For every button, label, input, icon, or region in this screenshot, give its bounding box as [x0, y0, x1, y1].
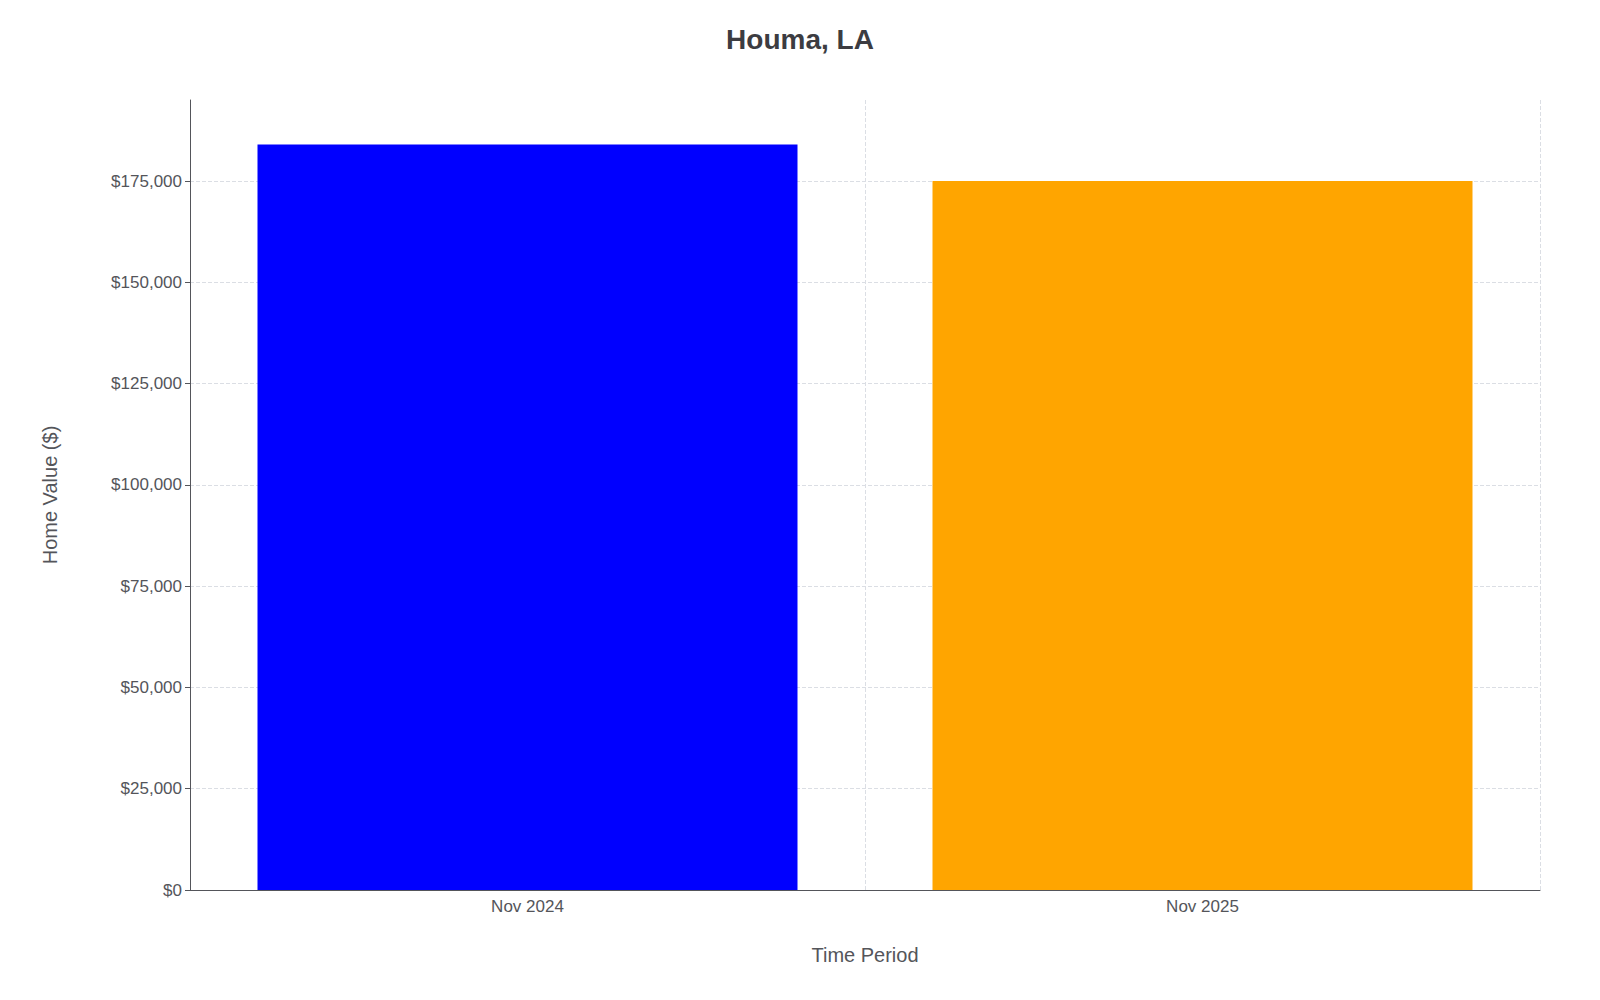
svg-text:$0: $0 — [163, 881, 182, 900]
svg-text:$50,000: $50,000 — [121, 678, 182, 697]
svg-text:$100,000: $100,000 — [111, 475, 182, 494]
svg-text:Nov 2024: Nov 2024 — [491, 897, 564, 916]
svg-text:$75,000: $75,000 — [121, 577, 182, 596]
svg-text:Nov 2025: Nov 2025 — [1166, 897, 1239, 916]
svg-text:Time Period: Time Period — [811, 944, 918, 966]
svg-text:$25,000: $25,000 — [121, 779, 182, 798]
svg-text:Home Value ($): Home Value ($) — [39, 426, 61, 565]
svg-text:$175,000: $175,000 — [111, 172, 182, 191]
svg-text:$125,000: $125,000 — [111, 374, 182, 393]
svg-text:$150,000: $150,000 — [111, 273, 182, 292]
svg-text:Houma, LA: Houma, LA — [726, 24, 874, 55]
